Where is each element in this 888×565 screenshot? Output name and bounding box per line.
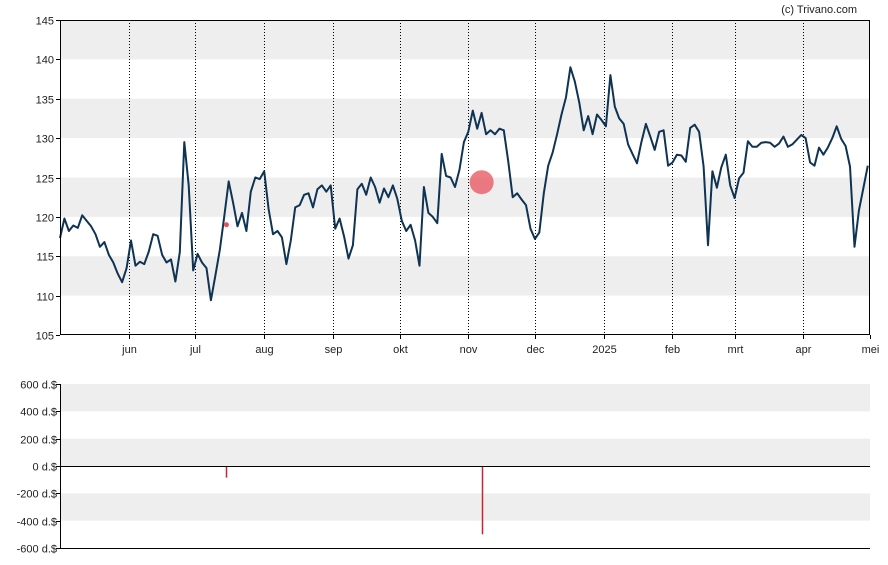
month-tick-label: okt: [393, 344, 408, 356]
price-panel: 105 110 115 120 125 130 135 140 145 jun jul aug sep…: [36, 16, 880, 357]
volume-panel: 600 d.$ 400 d.$ 200 d.$ 0 d.$ -200 d.$ -400 d…: [17, 380, 870, 556]
price-axes: [60, 20, 870, 335]
price-grid-bands: [60, 20, 870, 335]
month-tick-label: jun: [121, 344, 137, 356]
month-tick-label: dec: [527, 344, 545, 356]
volume-y-ticks: 600 d.$ 400 d.$ 200 d.$ 0 d.$ -200 d.$ -400 d…: [17, 380, 60, 556]
price-frame: [60, 20, 870, 335]
price-series-line: [59, 66, 869, 302]
month-tick-label: sep: [325, 344, 343, 356]
price-y-tick-label: 130: [36, 134, 54, 146]
volume-bars: [225, 466, 484, 535]
volume-y-tick-label: 400 d.$: [20, 407, 57, 419]
price-event-marker: [223, 222, 229, 228]
volume-y-tick-label: 200 d.$: [20, 435, 57, 447]
month-tick-label: jul: [189, 344, 201, 356]
price-event-marker: [469, 170, 494, 195]
month-tick-label: nov: [460, 344, 478, 356]
price-y-tick-label: 140: [36, 55, 54, 67]
price-y-tick-label: 110: [36, 292, 54, 304]
volume-grid-band: [60, 493, 870, 521]
volume-y-tick-label: -400 d.$: [17, 517, 57, 529]
price-grid-band: [60, 256, 870, 296]
volume-y-tick-label: -200 d.$: [17, 489, 57, 501]
price-line-group: [59, 66, 869, 302]
price-y-tick-label: 105: [36, 331, 54, 343]
volume-grid-band: [60, 438, 870, 466]
volume-grid-band: [60, 384, 870, 412]
volume-y-tick-label: 0 d.$: [33, 462, 57, 474]
price-y-tick-label: 115: [36, 252, 54, 264]
price-y-tick-label: 125: [36, 174, 54, 186]
volume-axes: [60, 384, 870, 549]
price-y-tick-label: 145: [36, 16, 54, 28]
month-tick-label: mei: [862, 344, 880, 356]
month-tick-label: 2025: [592, 344, 616, 356]
month-tick-label: aug: [255, 344, 273, 356]
price-markers: [223, 170, 494, 228]
price-y-ticks: 105 110 115 120 125 130 135 140 145: [36, 16, 60, 343]
volume-y-tick-label: -600 d.$: [17, 544, 57, 556]
month-tick-label: apr: [796, 344, 812, 356]
volume-y-tick-label: 600 d.$: [20, 380, 57, 392]
price-grid-band: [60, 98, 870, 139]
month-x-ticks: jun jul aug sep okt nov dec 2025 feb mrt apr mei: [121, 335, 879, 356]
price-grid-band: [60, 20, 870, 60]
month-tick-label: feb: [665, 344, 680, 356]
credit-text: (c) Trivano.com: [781, 4, 857, 16]
price-y-tick-label: 135: [36, 95, 54, 107]
month-tick-label: mrt: [728, 344, 744, 356]
price-y-tick-label: 120: [36, 213, 54, 225]
